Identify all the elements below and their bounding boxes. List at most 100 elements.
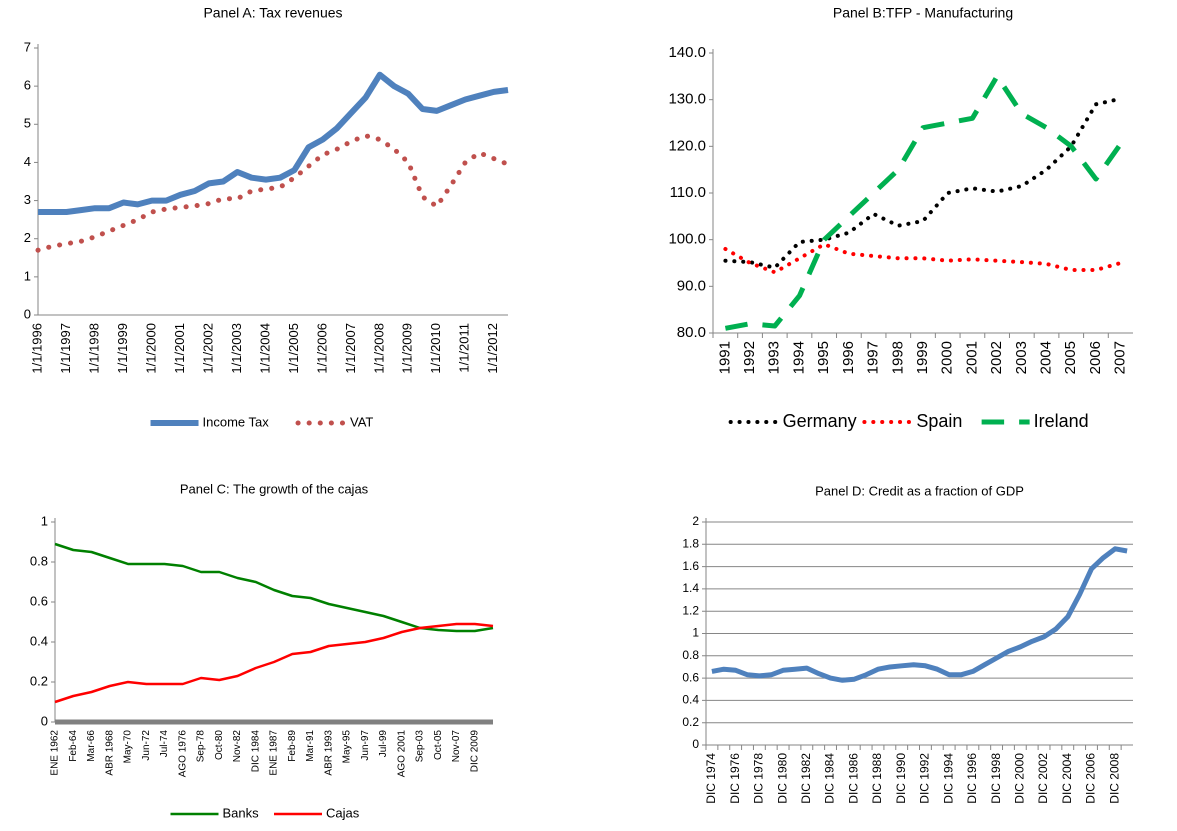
x-tick-label: 2001 [963, 341, 980, 374]
x-tick-label: 1/1/2001 [172, 323, 187, 374]
chart-title: Panel D: Credit as a fraction of GDP [815, 483, 1024, 498]
y-tick-label: 1.8 [682, 536, 699, 550]
x-tick-label: DIC 2009 [469, 730, 480, 773]
x-tick-label: 1/1/2002 [200, 323, 215, 374]
x-tick-label: DIC 1974 [704, 753, 718, 804]
data-line [35, 133, 511, 253]
x-tick-label: DIC 1988 [870, 753, 884, 804]
x-tick-label: Sep-03 [415, 730, 426, 763]
x-tick-label: 1/1/2007 [343, 323, 358, 374]
x-tick-label: 1/1/2003 [229, 323, 244, 374]
x-tick-label: Jul-99 [378, 730, 389, 758]
x-tick-label: May-95 [342, 730, 353, 764]
x-tick-label: May-70 [123, 730, 134, 764]
y-tick-label: 0 [24, 306, 31, 321]
y-tick-label: 0.8 [30, 553, 48, 568]
x-tick-label: DIC 1990 [894, 753, 908, 804]
data-line [711, 546, 1128, 683]
x-tick-label: Nov-07 [451, 730, 462, 763]
y-tick-label: 3 [24, 192, 31, 207]
x-tick-label: AGO 1976 [177, 730, 188, 778]
data-line [54, 542, 494, 633]
x-tick-label: 1996 [840, 341, 857, 374]
x-tick-label: Jun-97 [360, 730, 371, 761]
x-tick-label: Oct-05 [433, 730, 444, 760]
x-tick-label: 1/1/2004 [257, 323, 272, 374]
legend-label: Banks [223, 805, 260, 820]
x-tick-label: DIC 1996 [965, 753, 979, 804]
x-tick-label: 1/1/2008 [371, 323, 386, 374]
legend-label: Ireland [1034, 411, 1089, 431]
x-tick-label: AGO 2001 [396, 730, 407, 778]
x-tick-label: DIC 1984 [250, 730, 261, 773]
x-tick-label: DIC 1994 [941, 753, 955, 804]
chart-title: Panel A: Tax revenues [203, 5, 342, 21]
x-tick-label: 2007 [1112, 341, 1129, 374]
x-tick-label: Feb-89 [287, 730, 298, 762]
x-tick-label: 1/1/2006 [314, 323, 329, 374]
x-tick-label: 2002 [988, 341, 1005, 374]
y-tick-label: 0.4 [682, 693, 699, 707]
x-tick-label: 1/1/2005 [286, 323, 301, 374]
x-tick-label: 1/1/2010 [428, 323, 443, 374]
y-tick-label: 140.0 [668, 44, 706, 61]
legend-label: Spain [916, 411, 962, 431]
x-tick-label: 2003 [1013, 341, 1030, 374]
x-tick-label: 1/1/2011 [457, 323, 472, 373]
y-tick-label: 0 [41, 713, 48, 728]
x-tick-label: Sep-78 [196, 730, 207, 763]
x-tick-label: 1/1/2012 [485, 323, 500, 374]
x-tick-label: DIC 1992 [918, 753, 932, 804]
x-tick-label: 1/1/1996 [29, 323, 44, 374]
legend: Germany Spain Ireland [728, 411, 1089, 431]
x-tick-label: DIC 1980 [775, 753, 789, 804]
y-tick-label: 1.4 [682, 581, 699, 595]
y-tick-label: 0.6 [30, 593, 48, 608]
x-tick-label: ABR 1968 [104, 730, 115, 776]
chart-title: Panel B:TFP - Manufacturing [833, 5, 1013, 21]
x-tick-label: Jun-72 [141, 730, 152, 761]
x-tick-label: Feb-64 [68, 730, 79, 762]
x-tick-label: 1999 [914, 341, 931, 374]
data-line [723, 96, 1123, 270]
y-tick-label: 1 [692, 626, 699, 640]
x-tick-label: DIC 1984 [823, 753, 837, 804]
x-tick-label: ENE 1987 [269, 730, 280, 776]
x-tick-label: 1/1/1999 [115, 323, 130, 374]
y-tick-label: 130.0 [668, 91, 706, 108]
y-tick-label: 5 [24, 116, 31, 131]
x-tick-label: Mar-91 [305, 730, 316, 762]
y-tick-label: 80.0 [677, 324, 706, 341]
x-tick-label: DIC 2004 [1060, 753, 1074, 804]
x-tick-label: 2004 [1037, 341, 1054, 374]
legend: Income Tax VAT [150, 414, 373, 429]
x-tick-label: ABR 1993 [323, 730, 334, 776]
y-tick-label: 0.6 [682, 670, 699, 684]
legend-label: Cajas [326, 805, 360, 820]
x-tick-label: 1/1/1997 [58, 323, 73, 374]
y-tick-label: 0.4 [30, 633, 48, 648]
x-tick-label: 2000 [939, 341, 956, 374]
x-tick-label: 1995 [815, 341, 832, 374]
chart-title: Panel C: The growth of the cajas [180, 481, 369, 496]
y-tick-label: 110.0 [670, 184, 706, 201]
y-tick-label: 120.0 [668, 137, 706, 154]
y-tick-label: 1.2 [682, 603, 699, 617]
x-tick-label: DIC 1976 [728, 753, 742, 804]
y-tick-label: 0 [692, 737, 699, 751]
x-tick-label: 1993 [766, 341, 783, 374]
y-tick-label: 2 [692, 514, 699, 528]
x-tick-label: DIC 2002 [1036, 753, 1050, 804]
x-tick-label: 1991 [716, 341, 733, 374]
y-tick-label: 100.0 [668, 231, 706, 248]
x-tick-label: Mar-66 [86, 730, 97, 762]
x-tick-label: DIC 2000 [1012, 753, 1026, 804]
x-tick-label: 1998 [889, 341, 906, 374]
y-tick-label: 4 [24, 154, 31, 169]
x-tick-label: 2006 [1087, 341, 1104, 374]
y-tick-label: 90.0 [677, 277, 706, 294]
x-tick-label: DIC 2008 [1107, 753, 1121, 804]
legend-label: Germany [783, 411, 857, 431]
x-tick-label: 1994 [790, 341, 807, 374]
legend-label: Income Tax [203, 414, 270, 429]
